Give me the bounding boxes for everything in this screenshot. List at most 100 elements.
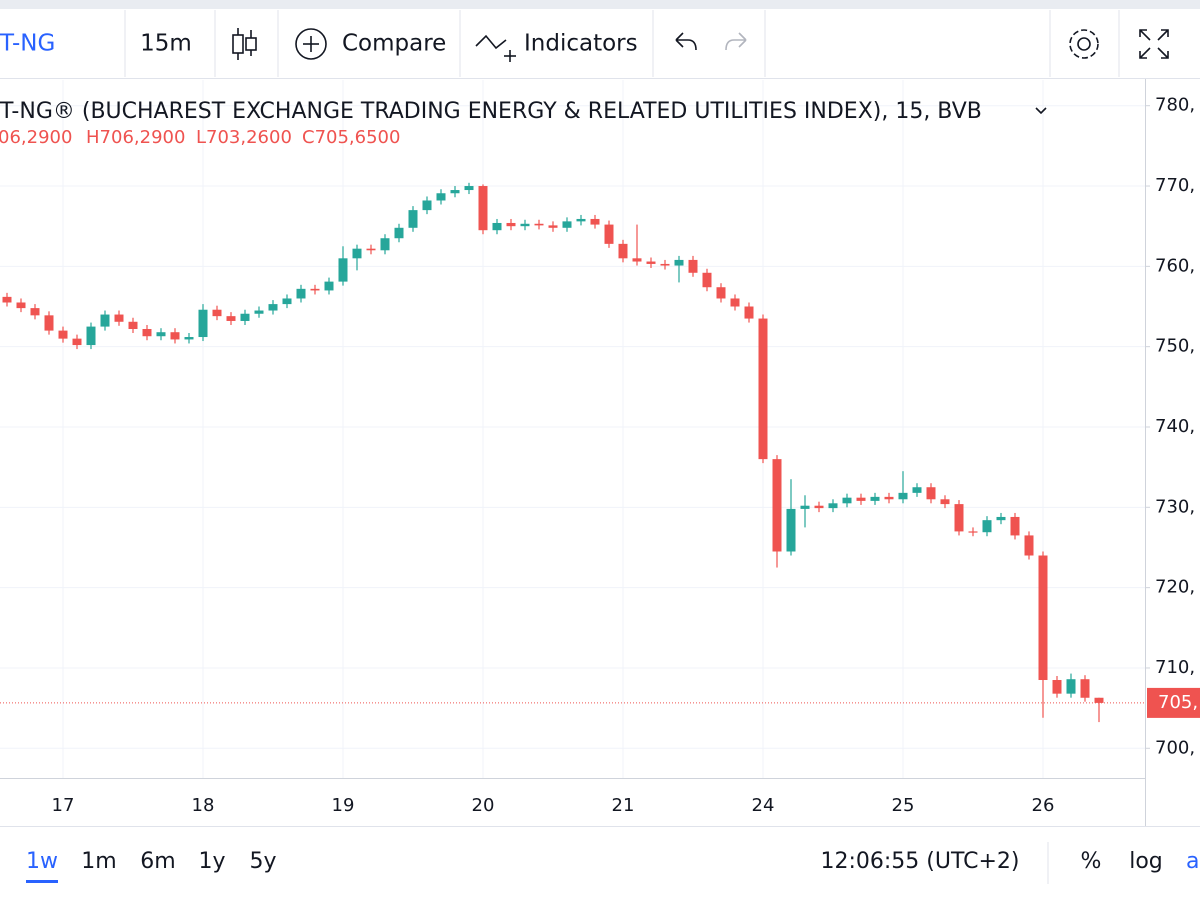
candle-body <box>30 308 40 316</box>
candle-body <box>800 505 810 509</box>
range-button[interactable]: 1m <box>81 849 116 874</box>
y-tick-label: 720, <box>1155 577 1195 598</box>
candle-body <box>58 330 68 339</box>
x-tick-label: 17 <box>52 795 75 816</box>
candle-body <box>940 499 950 505</box>
candle-body <box>814 505 824 509</box>
candle-body <box>254 310 264 314</box>
candle-body <box>968 531 978 533</box>
title-chevron[interactable] <box>1035 107 1047 115</box>
ohlc-value: C705,6500 <box>302 127 400 148</box>
bottom-bar: 1w 1m 6m 1y 5y <box>26 849 277 883</box>
plot-area <box>0 80 1145 778</box>
candle-body <box>128 321 138 329</box>
candle-body <box>1066 679 1076 694</box>
settings-icon[interactable] <box>1069 29 1099 59</box>
candle-body <box>184 337 194 340</box>
indicators-icon[interactable] <box>475 34 516 62</box>
candle-body <box>702 272 712 288</box>
candle-body <box>562 221 572 228</box>
x-tick-label: 20 <box>472 795 495 816</box>
chart-style-icon[interactable] <box>232 28 257 60</box>
candle-body <box>338 258 348 282</box>
y-tick-label: 750, <box>1155 336 1195 357</box>
auto-toggle[interactable]: a <box>1186 849 1199 874</box>
range-button[interactable]: 1y <box>198 849 225 874</box>
candle-body <box>632 258 642 262</box>
candle-body <box>422 200 432 211</box>
candle-body <box>618 243 628 259</box>
top-strip <box>0 0 1200 9</box>
last-price-label: 705, <box>1158 692 1198 713</box>
y-tick-label: 730, <box>1155 496 1195 517</box>
candle-body <box>716 287 726 299</box>
ohlc-legend: 06,2900 H706,2900 L703,2600 C705,6500 <box>0 127 400 148</box>
candle-body <box>100 314 110 327</box>
symbol[interactable]: T-NG <box>0 31 55 57</box>
redo-icon[interactable] <box>725 32 747 51</box>
candle-body <box>44 315 54 331</box>
undo-icon[interactable] <box>675 32 697 51</box>
chart-title: T-NG® (BUCHAREST EXCHANGE TRADING ENERGY… <box>0 99 982 124</box>
candle-body <box>1052 680 1062 694</box>
candle-body <box>492 222 502 231</box>
range-button[interactable]: 1w <box>26 849 58 874</box>
candle-body <box>226 316 236 321</box>
candle-body <box>464 186 474 191</box>
candle-body <box>86 326 96 346</box>
candle-body <box>366 248 376 251</box>
percent-toggle[interactable]: % <box>1081 849 1102 874</box>
indicators-button[interactable]: Indicators <box>524 31 638 57</box>
candle-body <box>72 338 82 346</box>
candle-body <box>730 298 740 307</box>
candle-body <box>1024 535 1034 556</box>
x-tick-label: 24 <box>752 795 775 816</box>
candle-body <box>744 306 754 319</box>
x-tick-label: 19 <box>332 795 355 816</box>
y-tick-label: 740, <box>1155 416 1195 437</box>
fullscreen-icon[interactable] <box>1139 29 1169 59</box>
candle-body <box>240 313 250 321</box>
y-tick-label: 780, <box>1155 95 1195 116</box>
candle-body <box>156 332 166 337</box>
candle-body <box>828 503 838 509</box>
candle-body <box>506 222 516 227</box>
candle-body <box>450 190 460 194</box>
candle-body <box>296 288 306 299</box>
compare-icon[interactable] <box>295 28 327 60</box>
candle-body <box>380 238 390 251</box>
y-tick-label: 770, <box>1155 175 1195 196</box>
candle-body <box>520 223 530 227</box>
last-price-box <box>1147 687 1200 718</box>
candle-body <box>142 328 152 337</box>
y-tick-label: 760, <box>1155 255 1195 276</box>
candle-body <box>1094 697 1104 703</box>
candle-body <box>436 193 446 201</box>
interval[interactable]: 15m <box>140 31 192 57</box>
range-button[interactable]: 5y <box>249 849 276 874</box>
candle-body <box>394 227 404 239</box>
log-toggle[interactable]: log <box>1129 849 1163 874</box>
candle-body <box>576 218 586 222</box>
candle-body <box>996 516 1006 521</box>
x-tick-label: 21 <box>612 795 635 816</box>
candle-body <box>982 520 992 533</box>
ohlc-value: L703,2600 <box>196 127 292 148</box>
candle-body <box>268 304 278 311</box>
candle-body <box>324 281 334 291</box>
candle-body <box>310 288 320 291</box>
clock: 12:06:55 (UTC+2) <box>820 849 1019 874</box>
x-tick-label: 26 <box>1032 795 1055 816</box>
compare-button[interactable]: Compare <box>342 31 446 57</box>
candle-body <box>674 259 684 266</box>
ohlc-value: 06,2900 <box>0 127 72 148</box>
range-button[interactable]: 6m <box>140 849 175 874</box>
range-active-underline <box>26 880 58 883</box>
candle-body <box>786 508 796 552</box>
candle-body <box>884 496 894 500</box>
candle-body <box>772 459 782 552</box>
candle-body <box>688 259 698 273</box>
